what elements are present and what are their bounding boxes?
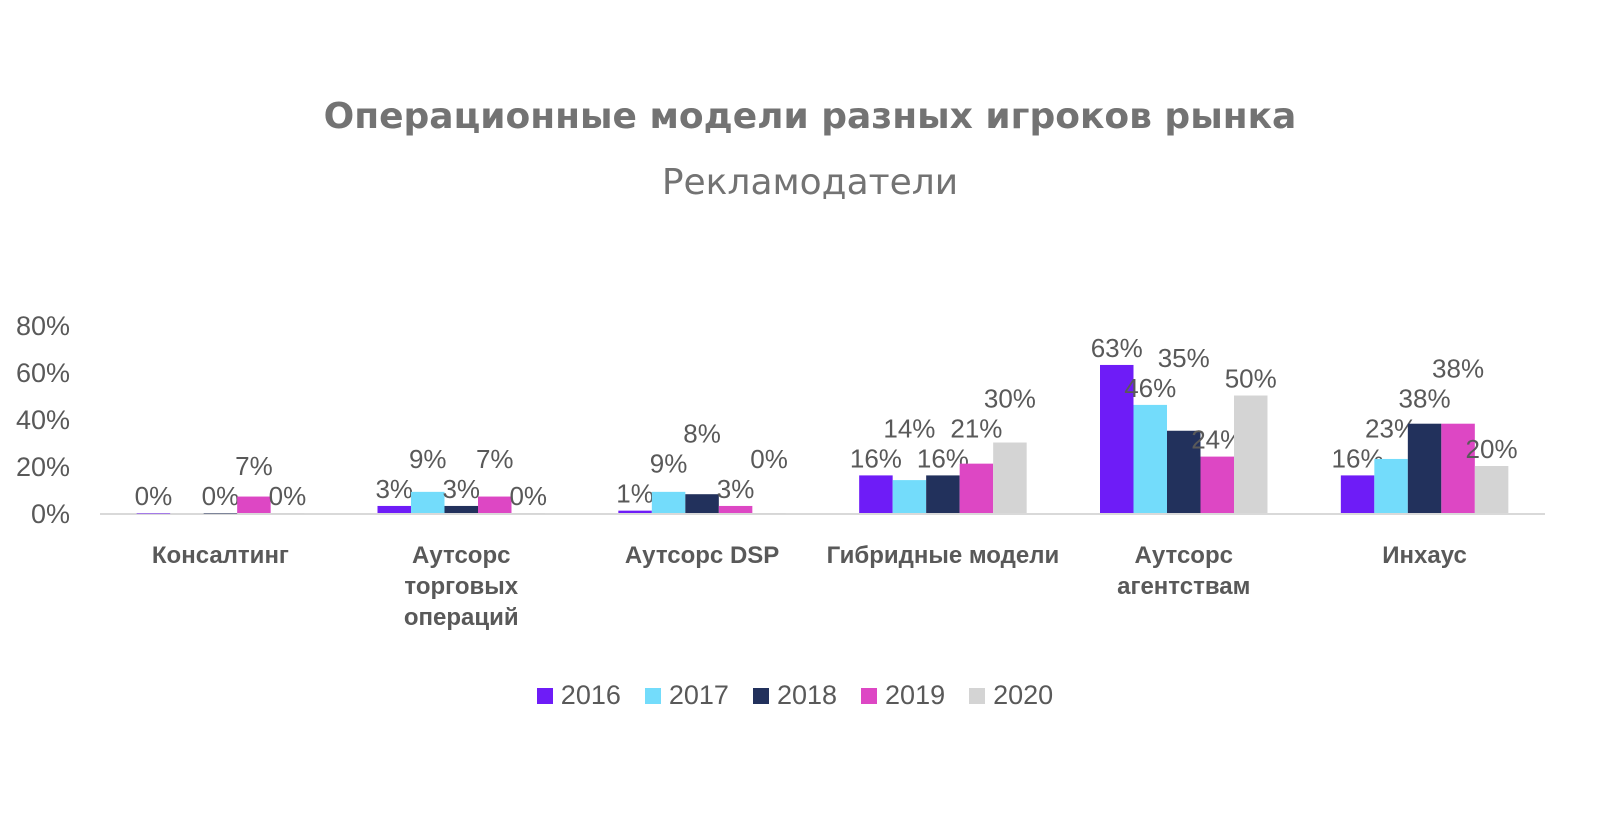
legend-swatch (969, 687, 986, 704)
data-label: 3% (442, 474, 480, 504)
chart-title: Операционные модели разных игроков рынка (323, 96, 1297, 137)
bar-2017 (651, 491, 686, 513)
data-label: 14% (883, 413, 935, 443)
bar-2018 (203, 513, 238, 514)
bar-2019 (1441, 423, 1475, 513)
bar-2020 (511, 513, 545, 514)
bar-2017 (1133, 404, 1167, 513)
bar-2016 (1100, 364, 1134, 513)
bar-2018 (1167, 430, 1201, 513)
bar-2020 (1234, 395, 1268, 513)
data-label: 0% (202, 481, 240, 511)
data-label: 46% (1124, 373, 1176, 403)
x-tick-label: Аутсорс (412, 542, 510, 569)
bar-2016 (377, 505, 411, 513)
data-label: 0% (135, 481, 173, 511)
bar-2017 (892, 480, 927, 513)
data-label: 7% (476, 444, 514, 474)
data-label: 50% (1225, 364, 1277, 394)
legend-item-2016: 2016 (536, 680, 621, 711)
data-label: 1% (616, 479, 654, 509)
x-tick-label: Инхаус (1382, 542, 1467, 569)
data-label: 35% (1158, 343, 1210, 373)
y-tick-label: 40% (16, 405, 70, 435)
data-label: 30% (984, 383, 1036, 413)
data-label: 38% (1399, 383, 1451, 413)
bar-2020 (752, 513, 786, 514)
legend-item-2020: 2020 (969, 680, 1053, 711)
data-label: 0% (269, 481, 307, 511)
legend-label: 2019 (885, 680, 946, 710)
data-label: 9% (650, 449, 688, 479)
x-tick-label: агентствам (1117, 573, 1250, 600)
bar-2019 (237, 496, 271, 513)
legend-label: 2018 (776, 680, 838, 710)
legend-swatch (861, 687, 878, 704)
legend-label: 2016 (560, 680, 621, 710)
bar-2020 (993, 442, 1027, 513)
legend-label: 2017 (668, 680, 729, 710)
bar-2016 (859, 475, 893, 513)
bar-2020 (270, 513, 305, 514)
bar-2016 (618, 510, 652, 513)
bar-2018 (444, 505, 478, 513)
legend-swatch (644, 687, 661, 704)
legend-item-2017: 2017 (644, 680, 729, 711)
data-label: 63% (1091, 333, 1143, 363)
data-label: 9% (409, 444, 447, 474)
bar-2020 (1474, 466, 1509, 513)
bar-2016 (136, 513, 171, 514)
data-label: 20% (1466, 434, 1518, 464)
data-label: 38% (1432, 353, 1484, 383)
y-tick-label: 20% (16, 452, 70, 482)
x-tick-label: операций (404, 604, 519, 631)
y-tick-label: 80% (16, 311, 70, 341)
legend-item-2018: 2018 (752, 680, 838, 711)
legend-swatch (752, 687, 769, 704)
data-label: 21% (950, 413, 1002, 443)
data-label: 3% (375, 474, 413, 504)
bar-2018 (926, 475, 960, 513)
x-tick-label: Аутсорс DSP (625, 542, 779, 569)
bar-2018 (1407, 423, 1442, 513)
data-label: 7% (235, 451, 273, 481)
x-tick-label: Гибридные модели (827, 542, 1060, 569)
bar-2019 (478, 496, 512, 513)
x-tick-label: Аутсорс (1135, 542, 1233, 569)
bar-2017 (411, 491, 445, 513)
data-label: 0% (750, 444, 788, 474)
bar-2019 (1200, 456, 1234, 513)
y-tick-label: 60% (16, 358, 70, 388)
data-label: 8% (683, 419, 721, 449)
data-label: 16% (850, 443, 902, 473)
bar-2017 (1374, 458, 1408, 513)
bar-2019 (718, 505, 753, 513)
data-label: 0% (509, 481, 547, 511)
bar-2019 (959, 463, 994, 513)
legend-swatch (536, 687, 553, 704)
bar-2016 (1340, 475, 1375, 513)
legend: 2016 2017 2018 2019 2020 (0, 680, 1590, 711)
bar-2018 (685, 494, 719, 513)
data-label: 3% (717, 474, 755, 504)
legend-item-2019: 2019 (861, 680, 945, 711)
chart-subtitle: Рекламодатели (661, 162, 959, 203)
x-tick-label: торговых (404, 573, 518, 600)
y-tick-label: 0% (31, 499, 70, 529)
x-tick-label: Консалтинг (152, 542, 289, 569)
legend-label: 2020 (993, 680, 1054, 710)
